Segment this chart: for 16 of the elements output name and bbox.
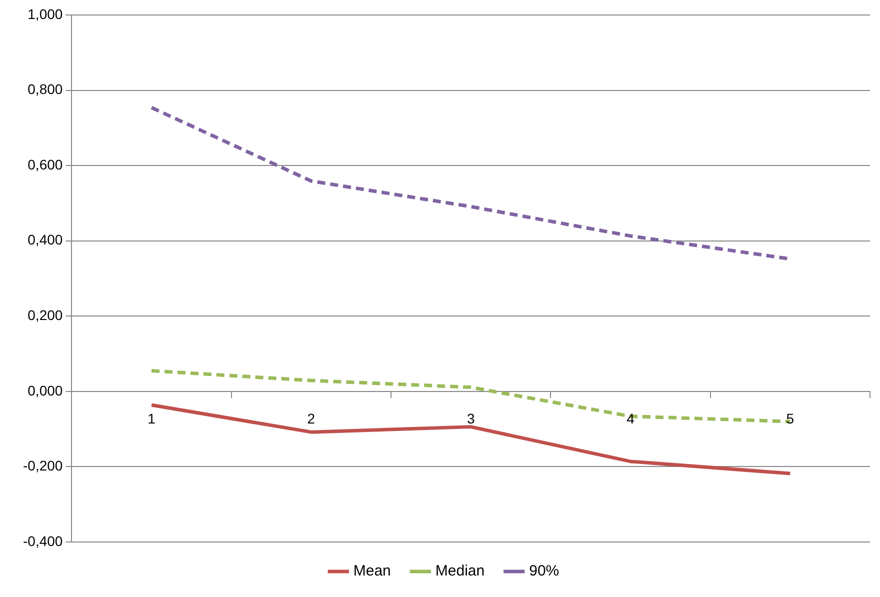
y-tick-label: -0,400 [22, 532, 63, 549]
x-tick-label: 5 [786, 410, 794, 427]
legend-label: Median [435, 562, 485, 580]
line-series [150, 368, 792, 424]
y-tick-label: 0,000 [28, 382, 63, 398]
y-tick-label: 0,200 [28, 307, 63, 323]
y-tick-label: 0,400 [28, 232, 63, 248]
y-tick-label: 1,000 [28, 6, 63, 22]
legend-label: 90% [529, 562, 560, 580]
x-tick-label: 1 [148, 410, 156, 427]
legend-label: Mean [353, 562, 391, 580]
x-tick-label: 2 [307, 410, 316, 427]
y-tick-label: 0,600 [28, 156, 63, 172]
x-tick-label: 3 [466, 410, 475, 427]
y-tick-label: 0,800 [28, 81, 63, 98]
y-tick-label: -0,200 [22, 458, 63, 474]
